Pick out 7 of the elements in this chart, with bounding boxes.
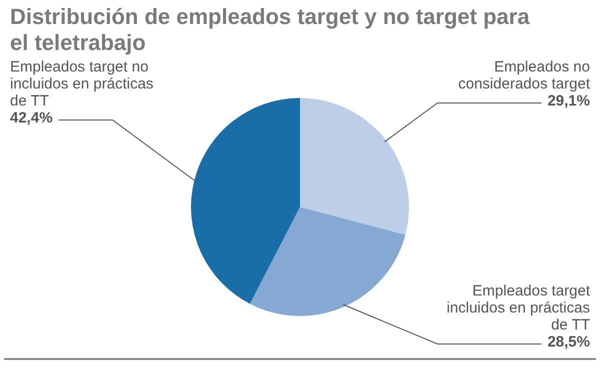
chart-title: Distribución de empleados target y no target para el teletrabajo — [10, 4, 530, 56]
slice-label: Empleados target incluidos en prácticas de TT — [446, 282, 591, 334]
slice-label: Empleados no considerados target — [458, 58, 591, 93]
slice-label: Empleados target no incluidos en prácticas de TT — [10, 58, 154, 110]
data-label: 42,4% — [10, 110, 53, 127]
data-label: 28,5% — [547, 334, 590, 351]
data-label: 29,1% — [547, 92, 590, 110]
